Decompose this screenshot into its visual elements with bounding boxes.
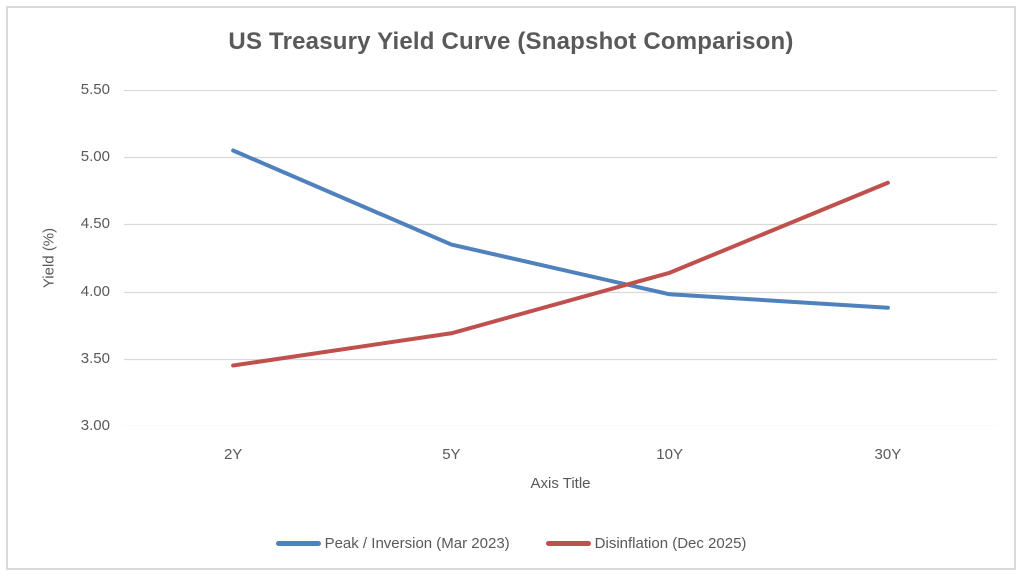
legend-swatch-icon [545,541,591,546]
x-axis-tick-labels: 2Y 5Y 10Y 30Y [8,8,1014,568]
legend: Peak / Inversion (Mar 2023) Disinflation … [8,535,1014,552]
series-line-disinflation-dec-2025 [231,180,890,368]
chart-title: US Treasury Yield Curve (Snapshot Compar… [228,28,794,55]
chart-frame: US Treasury Yield Curve (Snapshot Compar… [6,6,1016,570]
y-tick-label: 5.50 [80,81,110,98]
legend-swatch-icon [275,541,321,546]
y-axis-tick-labels: 5.50 5.00 4.50 4.00 3.50 3.00 [8,8,1014,568]
series-line-peak-inversion-mar-2023 [231,148,890,310]
y-tick-label: 3.50 [80,349,110,367]
legend-item: Disinflation (Dec 2025) [545,535,747,552]
x-tick-label: 30Y [874,446,902,463]
plot-area [124,90,997,426]
y-tick-label: 4.50 [80,215,110,233]
y-tick-label: 5.00 [80,148,110,166]
y-tick-label: 3.00 [80,417,110,434]
legend-label: Peak / Inversion (Mar 2023) [324,535,510,552]
x-axis-title: Axis Title [530,475,591,492]
x-tick-label: 10Y [656,446,683,463]
x-tick-label: 5Y [442,446,461,463]
legend-label: Disinflation (Dec 2025) [594,535,747,552]
y-tick-label: 4.00 [80,282,110,300]
x-tick-label: 2Y [223,446,243,463]
legend-item: Peak / Inversion (Mar 2023) [275,535,510,552]
